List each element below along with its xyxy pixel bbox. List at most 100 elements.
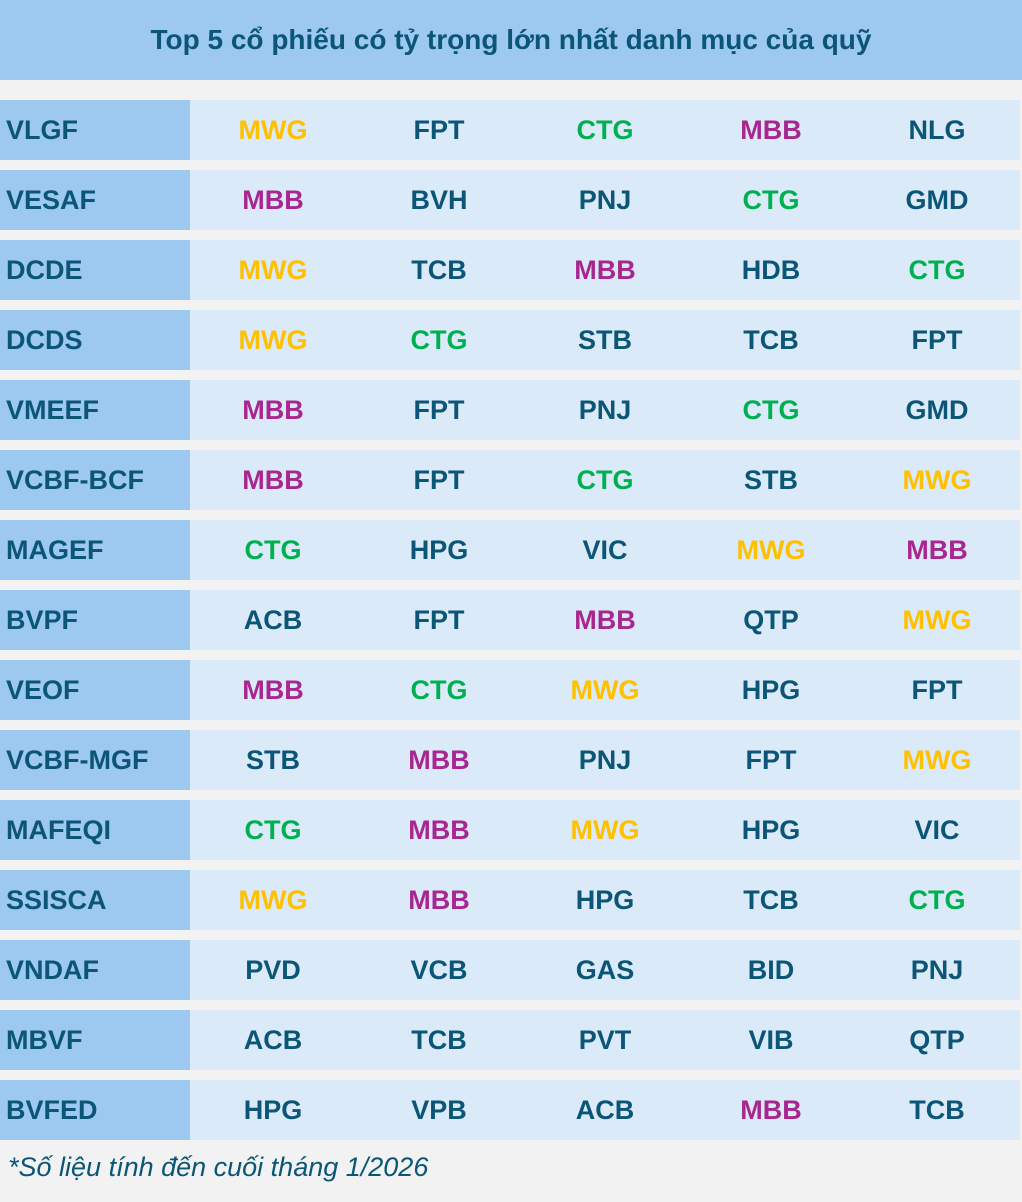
stock-ticker: MWG [190, 870, 356, 930]
stock-ticker: HPG [688, 660, 854, 720]
fund-name: VNDAF [0, 940, 190, 1000]
table-row: DCDS MWG CTG STB TCB FPT [0, 310, 1022, 370]
stock-ticker: STB [190, 730, 356, 790]
stock-ticker: FPT [356, 380, 522, 440]
stock-ticker: MBB [356, 800, 522, 860]
stock-ticker: FPT [854, 660, 1020, 720]
stock-ticker: VIC [522, 520, 688, 580]
fund-name: BVFED [0, 1080, 190, 1140]
stock-ticker: MBB [522, 590, 688, 650]
stock-ticker: MBB [688, 100, 854, 160]
stock-ticker: GMD [854, 170, 1020, 230]
stock-ticker: TCB [356, 1010, 522, 1070]
fund-name: VCBF-BCF [0, 450, 190, 510]
table-row: VESAF MBB BVH PNJ CTG GMD [0, 170, 1022, 230]
table-row: BVFED HPG VPB ACB MBB TCB [0, 1080, 1022, 1140]
stock-ticker: HPG [522, 870, 688, 930]
stock-ticker: MWG [190, 100, 356, 160]
stock-ticker: HDB [688, 240, 854, 300]
fund-name: VEOF [0, 660, 190, 720]
stock-ticker: PNJ [522, 380, 688, 440]
table-row: BVPF ACB FPT MBB QTP MWG [0, 590, 1022, 650]
stock-ticker: MBB [688, 1080, 854, 1140]
stock-ticker: QTP [854, 1010, 1020, 1070]
stock-ticker: MWG [854, 590, 1020, 650]
fund-name: DCDS [0, 310, 190, 370]
stock-ticker: CTG [190, 800, 356, 860]
fund-name: VESAF [0, 170, 190, 230]
stock-ticker: MWG [522, 800, 688, 860]
stock-ticker: MBB [190, 380, 356, 440]
stock-ticker: FPT [688, 730, 854, 790]
fund-name: MBVF [0, 1010, 190, 1070]
stock-ticker: MBB [190, 660, 356, 720]
stock-ticker: VCB [356, 940, 522, 1000]
table-row: VNDAF PVD VCB GAS BID PNJ [0, 940, 1022, 1000]
stock-ticker: MBB [356, 730, 522, 790]
stock-ticker: MWG [522, 660, 688, 720]
stock-ticker: TCB [356, 240, 522, 300]
stock-ticker: CTG [190, 520, 356, 580]
table-row: VMEEF MBB FPT PNJ CTG GMD [0, 380, 1022, 440]
stock-ticker: QTP [688, 590, 854, 650]
stock-ticker: MWG [688, 520, 854, 580]
fund-name: SSISCA [0, 870, 190, 930]
table-row: VEOF MBB CTG MWG HPG FPT [0, 660, 1022, 720]
footnote: *Số liệu tính đến cuối tháng 1/2026 [8, 1152, 429, 1182]
table-row: MBVF ACB TCB PVT VIB QTP [0, 1010, 1022, 1070]
stock-ticker: ACB [522, 1080, 688, 1140]
stock-ticker: BID [688, 940, 854, 1000]
stock-ticker: HPG [356, 520, 522, 580]
stock-ticker: FPT [854, 310, 1020, 370]
stock-ticker: CTG [522, 100, 688, 160]
stock-ticker: PVD [190, 940, 356, 1000]
stock-ticker: MBB [854, 520, 1020, 580]
stock-ticker: VPB [356, 1080, 522, 1140]
stock-ticker: CTG [688, 170, 854, 230]
stock-ticker: CTG [688, 380, 854, 440]
stock-ticker: PNJ [522, 170, 688, 230]
stock-ticker: STB [522, 310, 688, 370]
stock-ticker: PVT [522, 1010, 688, 1070]
stock-ticker: MBB [190, 170, 356, 230]
stock-ticker: MWG [854, 450, 1020, 510]
table-row: VCBF-BCF MBB FPT CTG STB MWG [0, 450, 1022, 510]
stock-ticker: VIC [854, 800, 1020, 860]
stock-ticker: CTG [854, 870, 1020, 930]
fund-name: MAGEF [0, 520, 190, 580]
stock-ticker: PNJ [854, 940, 1020, 1000]
stock-ticker: GAS [522, 940, 688, 1000]
stock-ticker: CTG [356, 660, 522, 720]
fund-name: VMEEF [0, 380, 190, 440]
stock-ticker: MBB [522, 240, 688, 300]
stock-ticker: NLG [854, 100, 1020, 160]
table-row: MAGEF CTG HPG VIC MWG MBB [0, 520, 1022, 580]
stock-ticker: ACB [190, 1010, 356, 1070]
stock-ticker: TCB [854, 1080, 1020, 1140]
stock-ticker: CTG [522, 450, 688, 510]
stock-ticker: ACB [190, 590, 356, 650]
table-row: SSISCA MWG MBB HPG TCB CTG [0, 870, 1022, 930]
fund-name: MAFEQI [0, 800, 190, 860]
stock-ticker: GMD [854, 380, 1020, 440]
stock-ticker: HPG [688, 800, 854, 860]
stock-ticker: FPT [356, 450, 522, 510]
stock-ticker: VIB [688, 1010, 854, 1070]
stock-ticker: TCB [688, 310, 854, 370]
table-row: MAFEQI CTG MBB MWG HPG VIC [0, 800, 1022, 860]
table-row: DCDE MWG TCB MBB HDB CTG [0, 240, 1022, 300]
stock-ticker: STB [688, 450, 854, 510]
stock-ticker: CTG [356, 310, 522, 370]
stock-ticker: MBB [190, 450, 356, 510]
stock-ticker: TCB [688, 870, 854, 930]
stock-ticker: PNJ [522, 730, 688, 790]
stock-ticker: MWG [190, 310, 356, 370]
title: Top 5 cổ phiếu có tỷ trọng lớn nhất danh… [0, 0, 1022, 80]
stock-ticker: MWG [190, 240, 356, 300]
fund-name: VCBF-MGF [0, 730, 190, 790]
stock-ticker: MWG [854, 730, 1020, 790]
stock-ticker: MBB [356, 870, 522, 930]
stock-ticker: FPT [356, 100, 522, 160]
fund-name: DCDE [0, 240, 190, 300]
stock-ticker: HPG [190, 1080, 356, 1140]
